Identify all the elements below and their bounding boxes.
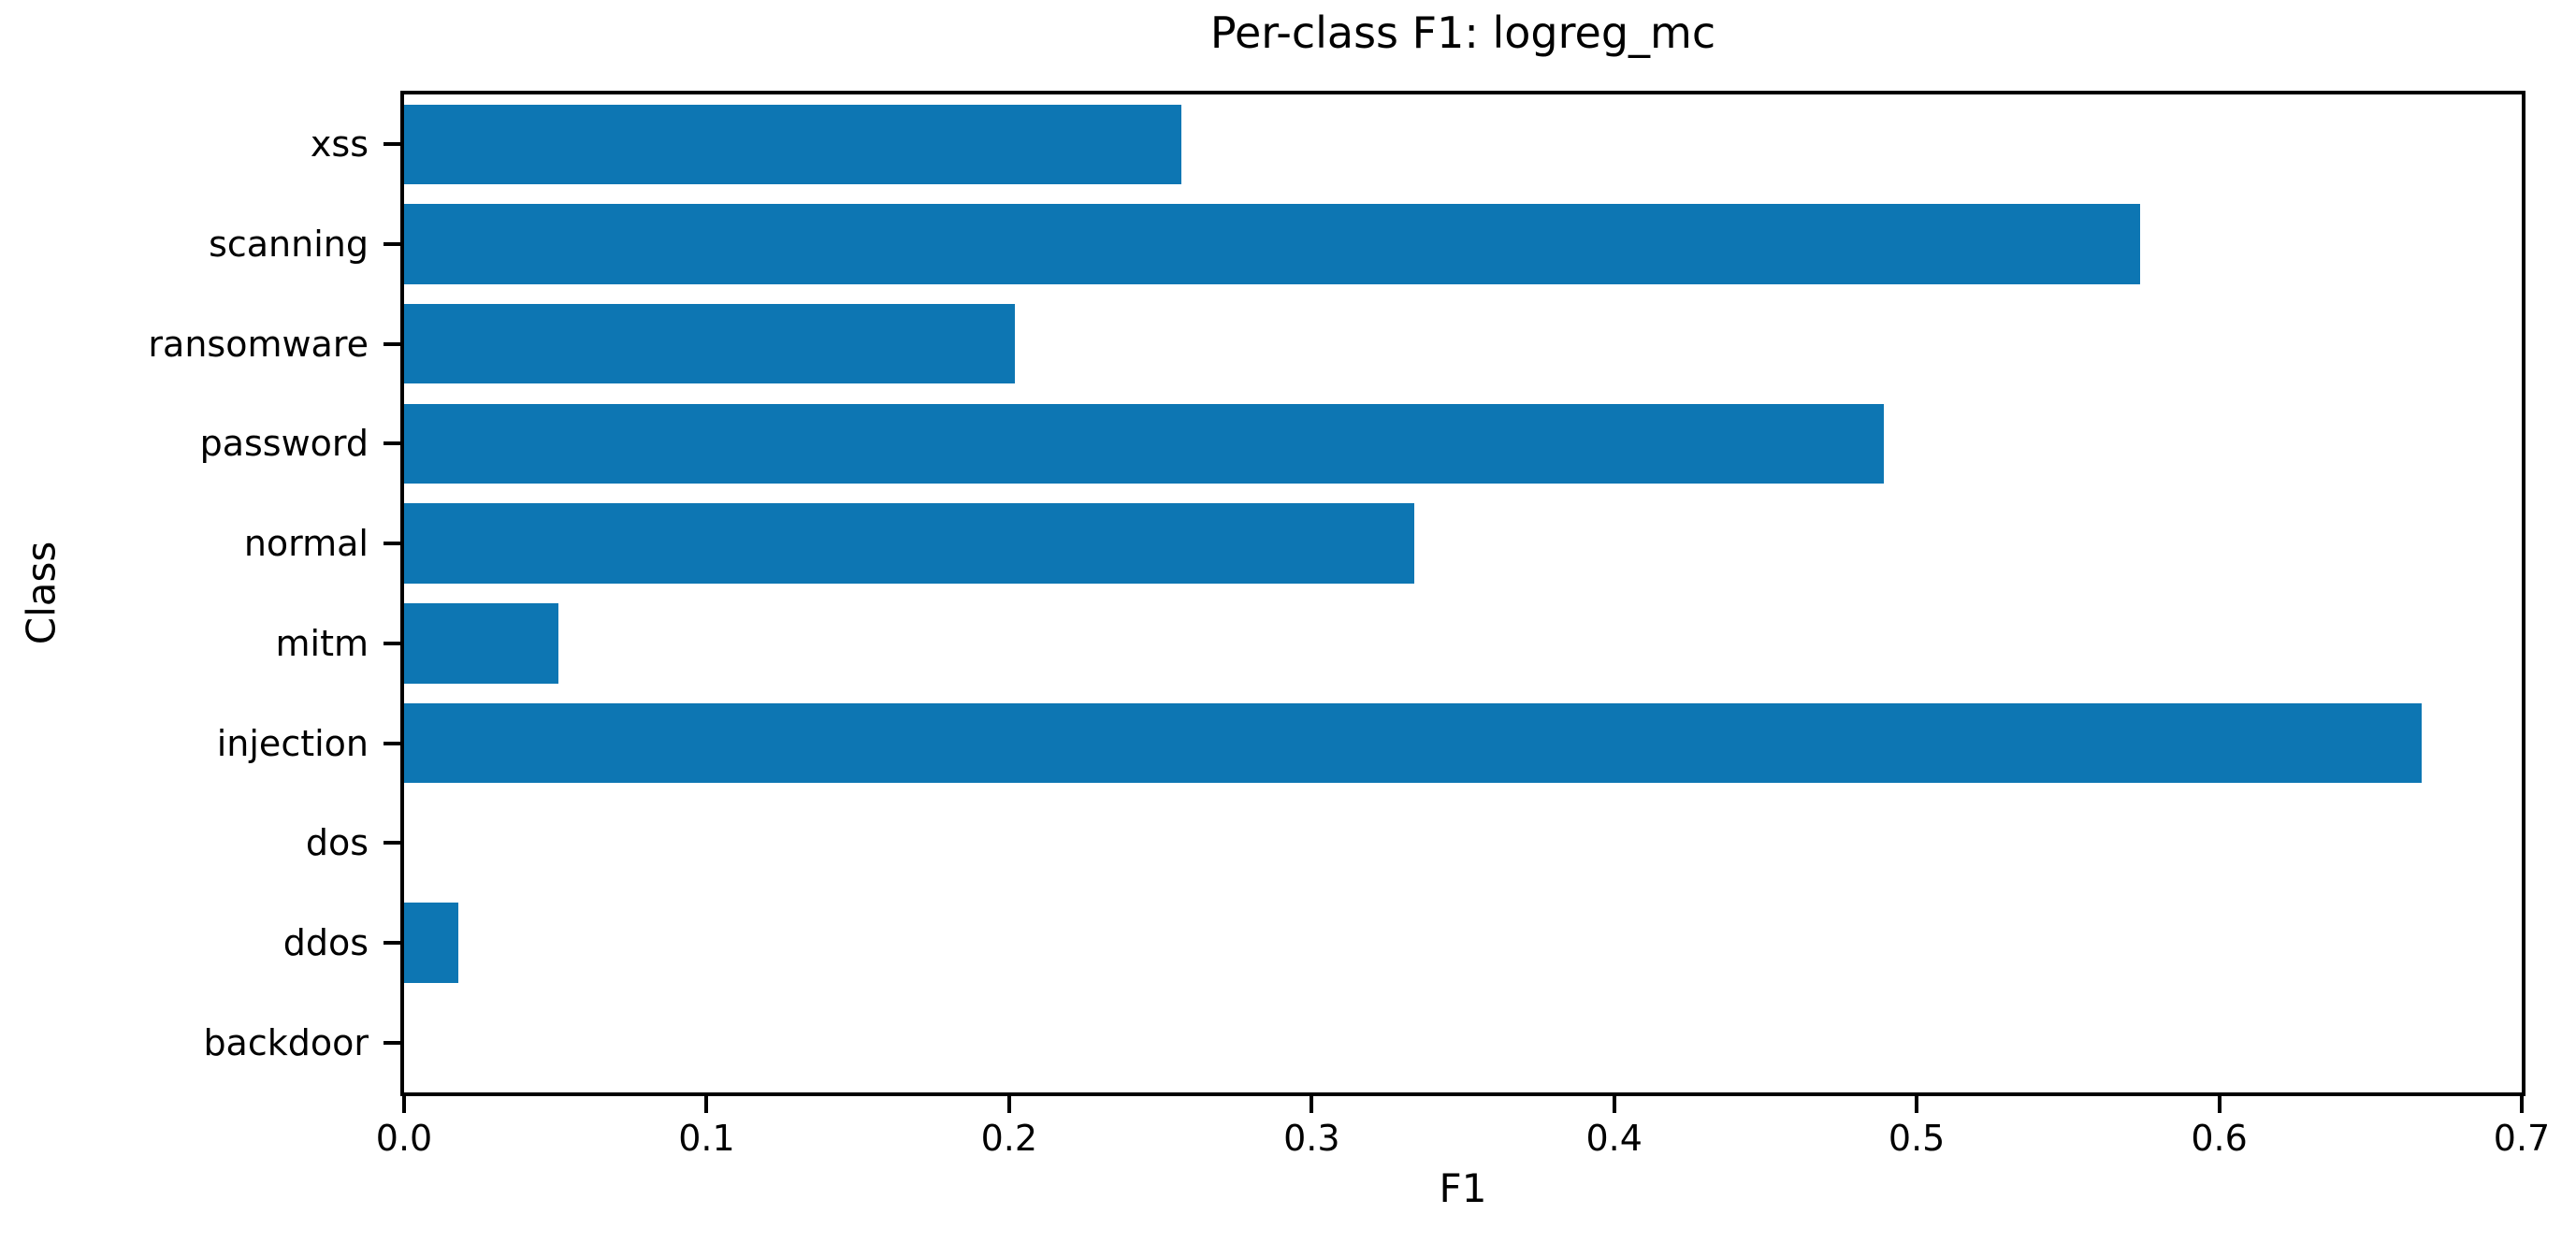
ytick-label-injection: injection (216, 722, 369, 764)
ytick-mark-ransomware (384, 341, 400, 346)
ytick-label-normal: normal (243, 523, 369, 565)
bar-scanning (404, 204, 2141, 284)
ytick-mark-dos (384, 841, 400, 846)
xtick-mark-0.3 (1310, 1096, 1314, 1113)
xtick-label-0.0: 0.0 (375, 1118, 433, 1159)
bar-ddos (404, 903, 459, 983)
xtick-mark-0.5 (1915, 1096, 1919, 1113)
bar-ransomware (404, 304, 1016, 384)
x-axis-label: F1 (1439, 1165, 1487, 1211)
ytick-label-backdoor: backdoor (203, 1021, 369, 1063)
xtick-label-0.5: 0.5 (1888, 1118, 1946, 1159)
xtick-label-0.4: 0.4 (1585, 1118, 1643, 1159)
ytick-label-scanning: scanning (209, 224, 369, 266)
ytick-label-ddos: ddos (282, 921, 369, 963)
bar-password (404, 403, 1884, 484)
ytick-mark-password (384, 441, 400, 446)
xtick-mark-0.1 (704, 1096, 709, 1113)
xtick-mark-0.2 (1006, 1096, 1011, 1113)
bar-injection (404, 702, 2423, 784)
chart-title: Per-class F1: logreg_mc (1209, 7, 1716, 58)
ytick-mark-ddos (384, 940, 400, 945)
xtick-label-0.1: 0.1 (678, 1118, 735, 1159)
bar-normal (404, 503, 1415, 584)
xtick-mark-0.6 (2217, 1096, 2221, 1113)
ytick-label-ransomware: ransomware (148, 323, 369, 365)
bar-xss (404, 104, 1182, 185)
plot-area (384, 91, 2525, 1113)
ytick-mark-xss (384, 142, 400, 147)
ytick-label-xss: xss (310, 123, 369, 166)
ytick-mark-scanning (384, 242, 400, 247)
ytick-mark-backdoor (384, 1040, 400, 1045)
xtick-label-0.7: 0.7 (2493, 1118, 2551, 1159)
ytick-mark-normal (384, 542, 400, 546)
xtick-label-0.6: 0.6 (2191, 1118, 2248, 1159)
xtick-mark-0.4 (1612, 1096, 1616, 1113)
ytick-label-password: password (199, 423, 369, 465)
ytick-mark-injection (384, 741, 400, 745)
xtick-label-0.3: 0.3 (1283, 1118, 1340, 1159)
ytick-label-dos: dos (305, 822, 369, 864)
xtick-mark-0.0 (402, 1096, 406, 1113)
xtick-mark-0.7 (2520, 1096, 2524, 1113)
xtick-label-0.2: 0.2 (980, 1118, 1038, 1159)
ytick-mark-mitm (384, 641, 400, 645)
bar-mitm (404, 603, 558, 684)
ytick-label-mitm: mitm (275, 622, 369, 664)
